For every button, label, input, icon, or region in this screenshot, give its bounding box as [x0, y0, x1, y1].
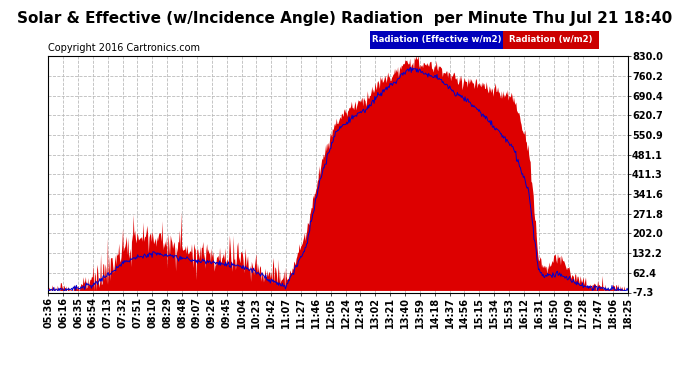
Text: Solar & Effective (w/Incidence Angle) Radiation  per Minute Thu Jul 21 18:40: Solar & Effective (w/Incidence Angle) Ra… [17, 11, 673, 26]
Text: Radiation (w/m2): Radiation (w/m2) [509, 35, 593, 44]
Text: Radiation (Effective w/m2): Radiation (Effective w/m2) [372, 35, 502, 44]
Text: Copyright 2016 Cartronics.com: Copyright 2016 Cartronics.com [48, 43, 200, 53]
